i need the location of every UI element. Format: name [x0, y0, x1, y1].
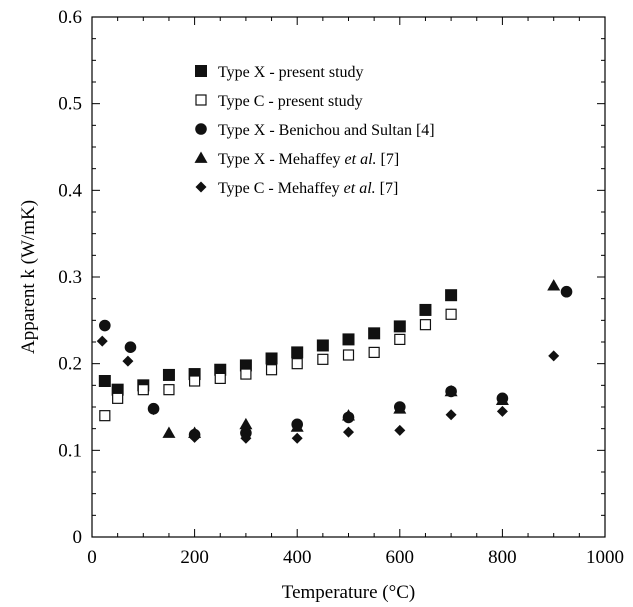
- data-point: [163, 384, 175, 396]
- data-point: [99, 410, 111, 422]
- data-point: [99, 319, 111, 332]
- data-point: [445, 308, 457, 320]
- data-point: [393, 320, 406, 333]
- data-point: [189, 431, 201, 443]
- data-point: [214, 372, 226, 384]
- x-tick-label: 800: [488, 547, 517, 568]
- y-tick-label: 0.4: [58, 180, 82, 201]
- data-point: [148, 404, 160, 416]
- legend-marker: [194, 151, 208, 163]
- data-point: [560, 285, 573, 298]
- ticks: 0 200 400 600 800 1000 0 0.1 0.2 0.3 0.4 0.5 0.6: [58, 7, 624, 568]
- data-point: [368, 327, 381, 340]
- data-point: [445, 289, 458, 302]
- data-point: [548, 350, 560, 362]
- data-point: [265, 352, 278, 365]
- data-point: [291, 346, 304, 359]
- data-point: [317, 353, 329, 365]
- series-2: [99, 285, 573, 441]
- data-point: [290, 420, 304, 432]
- data-point: [342, 333, 355, 346]
- series-1: [99, 308, 457, 422]
- legend-marker: [195, 123, 207, 135]
- y-tick-label: 0.6: [58, 7, 82, 28]
- data-point: [124, 341, 137, 354]
- x-tick-label: 200: [180, 547, 209, 568]
- data-point: [291, 358, 303, 370]
- data-point: [495, 393, 509, 405]
- y-tick-label: 0.5: [58, 94, 82, 115]
- x-tick-label: 600: [386, 547, 415, 568]
- data-point: [342, 349, 355, 361]
- legend-entry-label: Type X - Benichou and Sultan [4]: [218, 122, 435, 139]
- data-point: [343, 426, 354, 438]
- data-point: [342, 409, 355, 421]
- legend: Type X - present study Type C - present s…: [194, 64, 435, 197]
- y-tick-label: 0: [73, 527, 83, 548]
- data-point: [162, 426, 176, 438]
- data-point: [394, 424, 406, 436]
- legend-entry-label: Type X - present study: [218, 64, 364, 81]
- data-point: [496, 405, 508, 417]
- x-axis-label: Temperature (°C): [282, 582, 415, 603]
- data-point: [444, 384, 458, 397]
- legend-entry-label: Type C - present study: [218, 93, 363, 110]
- series-3: [162, 279, 561, 438]
- data-point: [239, 417, 253, 430]
- legend-entry-label: Type C - Mehaffey et al. [7]: [218, 180, 398, 197]
- data-point: [393, 402, 407, 414]
- legend-marker: [195, 181, 207, 193]
- data-point: [240, 432, 252, 444]
- legend-marker: [195, 65, 207, 77]
- data-point: [316, 339, 329, 352]
- data-point: [137, 384, 149, 396]
- x-tick-label: 0: [87, 547, 97, 568]
- data-point: [265, 364, 278, 376]
- y-tick-label: 0.1: [58, 440, 82, 461]
- legend-marker: [195, 94, 207, 106]
- data-point: [291, 432, 303, 444]
- data-point: [419, 319, 432, 331]
- data-marks: [96, 279, 573, 444]
- data-point: [122, 355, 134, 367]
- data-point: [547, 279, 561, 291]
- y-axis-label: Apparent k (W/mK): [18, 200, 39, 354]
- data-point: [98, 375, 111, 387]
- series-4: [96, 335, 560, 444]
- x-tick-label: 1000: [586, 547, 624, 568]
- data-point: [368, 346, 380, 358]
- data-point: [112, 392, 124, 404]
- data-point: [394, 333, 406, 345]
- x-tick-label: 400: [283, 547, 312, 568]
- data-point: [419, 303, 432, 316]
- y-tick-label: 0.3: [58, 267, 82, 288]
- data-point: [445, 409, 457, 421]
- data-point: [189, 375, 201, 387]
- data-point: [96, 335, 108, 347]
- data-point: [240, 368, 252, 380]
- legend-entry-label: Type X - Mehaffey et al. [7]: [218, 151, 399, 168]
- data-point: [162, 368, 175, 381]
- y-tick-label: 0.2: [58, 354, 82, 375]
